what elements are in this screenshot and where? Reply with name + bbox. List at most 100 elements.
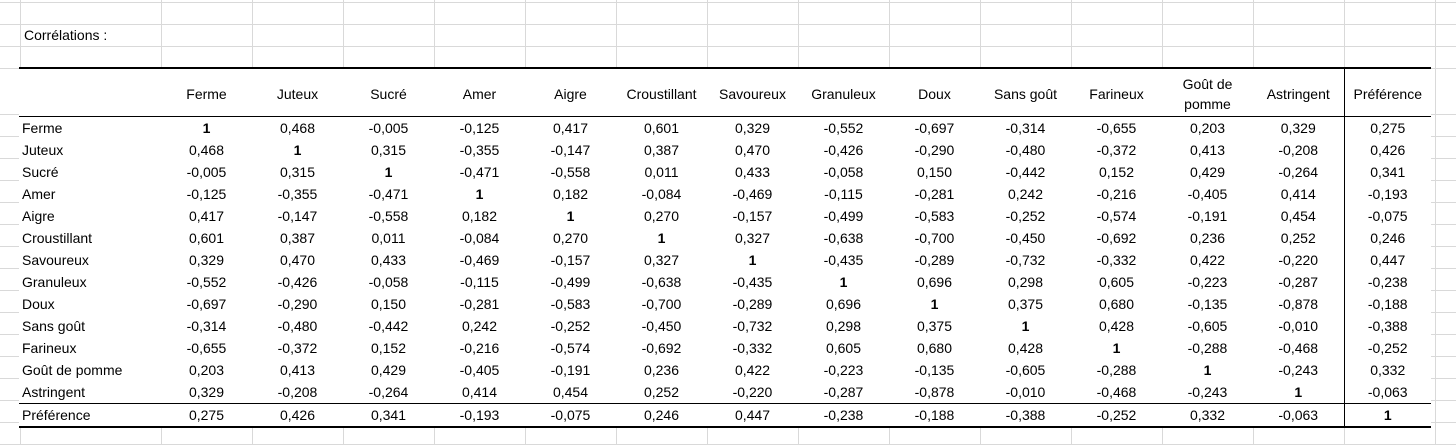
correlation-cell[interactable]: -0,450 <box>641 318 682 334</box>
correlation-cell[interactable]: 0,426 <box>279 407 316 423</box>
correlation-cell[interactable]: 0,150 <box>916 164 953 180</box>
diagonal-cell[interactable]: 1 <box>1343 403 1431 427</box>
correlation-cell[interactable]: 0,246 <box>1343 227 1431 249</box>
correlation-cell[interactable]: 0,203 <box>1189 120 1226 136</box>
correlation-cell[interactable]: -0,552 <box>823 120 864 136</box>
correlation-cell[interactable]: -0,115 <box>824 186 863 202</box>
correlation-cell[interactable]: 0,447 <box>734 407 771 423</box>
correlation-cell[interactable]: 0,414 <box>1280 186 1316 202</box>
correlation-cell[interactable]: -0,191 <box>550 362 591 378</box>
correlation-cell[interactable]: -0,005 <box>368 120 409 136</box>
correlation-cell[interactable]: 0,329 <box>1280 120 1316 136</box>
diagonal-cell[interactable]: 1 <box>748 252 757 268</box>
correlation-cell[interactable]: 0,329 <box>734 120 771 136</box>
correlation-cell[interactable]: 0,236 <box>643 362 680 378</box>
correlation-cell[interactable]: 0,422 <box>734 362 771 378</box>
correlation-cell[interactable]: 0,011 <box>371 230 406 246</box>
correlation-cell[interactable]: -0,332 <box>732 340 773 356</box>
column-header[interactable]: Amer <box>462 85 497 102</box>
correlation-cell[interactable]: -0,388 <box>1343 315 1431 337</box>
diagonal-cell[interactable]: 1 <box>930 296 939 312</box>
correlation-cell[interactable]: 0,152 <box>370 340 407 356</box>
correlation-cell[interactable]: -0,878 <box>1278 296 1319 312</box>
column-header[interactable]: Goût de pomme <box>1182 75 1233 112</box>
correlation-cell[interactable]: 0,327 <box>643 252 680 268</box>
correlation-cell[interactable]: -0,552 <box>186 274 227 290</box>
row-label[interactable]: Aigre <box>22 208 55 224</box>
correlation-cell[interactable]: 0,341 <box>370 407 407 423</box>
correlation-cell[interactable]: -0,005 <box>186 164 227 180</box>
column-header[interactable]: Préférence <box>1343 68 1431 117</box>
correlation-cell[interactable]: 0,315 <box>370 142 407 158</box>
correlation-cell[interactable]: -0,700 <box>641 296 682 312</box>
sheet-title[interactable]: Corrélations : <box>24 27 108 43</box>
correlation-cell[interactable]: -0,063 <box>1343 381 1431 404</box>
correlation-cell[interactable]: -0,220 <box>732 384 773 400</box>
row-label[interactable]: Juteux <box>22 142 64 158</box>
correlation-cell[interactable]: 0,182 <box>461 208 498 224</box>
correlation-cell[interactable]: 0,468 <box>279 120 316 136</box>
correlation-cell[interactable]: -0,264 <box>1278 164 1319 180</box>
diagonal-cell[interactable]: 1 <box>1294 384 1303 400</box>
correlation-cell[interactable]: 0,680 <box>1098 296 1135 312</box>
correlation-cell[interactable]: -0,287 <box>823 384 864 400</box>
correlation-cell[interactable]: -0,058 <box>823 164 864 180</box>
column-header[interactable]: Astringent <box>1266 85 1330 102</box>
correlation-cell[interactable]: 0,468 <box>188 142 225 158</box>
correlation-cell[interactable]: -0,583 <box>914 208 955 224</box>
correlation-cell[interactable]: -0,223 <box>823 362 864 378</box>
correlation-cell[interactable]: -0,692 <box>1096 230 1137 246</box>
correlation-cell[interactable]: -0,655 <box>1096 120 1137 136</box>
correlation-cell[interactable]: 0,332 <box>1343 359 1431 381</box>
correlation-cell[interactable]: 0,203 <box>188 362 225 378</box>
correlation-cell[interactable]: 0,252 <box>643 384 680 400</box>
correlation-cell[interactable]: 0,454 <box>552 384 589 400</box>
correlation-cell[interactable]: -0,405 <box>459 362 500 378</box>
correlation-cell[interactable]: -0,638 <box>641 274 682 290</box>
correlation-cell[interactable]: 0,428 <box>1098 318 1135 334</box>
correlation-cell[interactable]: 0,433 <box>734 164 771 180</box>
correlation-cell[interactable]: -0,289 <box>732 296 773 312</box>
correlation-cell[interactable]: -0,188 <box>914 407 955 423</box>
correlation-cell[interactable]: 0,270 <box>643 208 680 224</box>
correlation-cell[interactable]: -0,480 <box>277 318 318 334</box>
correlation-cell[interactable]: -0,193 <box>459 407 500 423</box>
correlation-cell[interactable]: -0,878 <box>914 384 955 400</box>
correlation-cell[interactable]: -0,442 <box>368 318 409 334</box>
correlation-cell[interactable]: -0,216 <box>1096 186 1137 202</box>
row-label[interactable]: Goût de pomme <box>22 362 123 378</box>
correlation-cell[interactable]: 0,270 <box>552 230 589 246</box>
column-header[interactable]: Sans goût <box>993 85 1058 102</box>
correlation-cell[interactable]: -0,469 <box>732 186 773 202</box>
correlation-cell[interactable]: 0,429 <box>370 362 407 378</box>
correlation-cell[interactable]: -0,135 <box>914 362 955 378</box>
correlation-cell[interactable]: -0,499 <box>823 208 864 224</box>
correlation-cell[interactable]: -0,372 <box>1096 142 1137 158</box>
row-label[interactable]: Sans goût <box>22 318 86 334</box>
diagonal-cell[interactable]: 1 <box>566 208 575 224</box>
correlation-cell[interactable]: 0,422 <box>1189 252 1226 268</box>
correlation-cell[interactable]: -0,471 <box>459 164 500 180</box>
correlation-cell[interactable]: 0,696 <box>825 296 862 312</box>
correlation-cell[interactable]: -0,574 <box>1096 208 1137 224</box>
correlation-cell[interactable]: 0,152 <box>1098 164 1135 180</box>
correlation-cell[interactable]: 0,387 <box>643 142 680 158</box>
diagonal-cell[interactable]: 1 <box>202 120 211 136</box>
correlation-cell[interactable]: -0,435 <box>732 274 773 290</box>
correlation-cell[interactable]: -0,355 <box>277 186 318 202</box>
correlation-cell[interactable]: 0,454 <box>1280 208 1316 224</box>
correlation-cell[interactable]: -0,314 <box>1005 120 1046 136</box>
correlation-cell[interactable]: 0,246 <box>643 407 680 423</box>
correlation-cell[interactable]: -0,426 <box>277 274 318 290</box>
correlation-cell[interactable]: 0,601 <box>643 120 680 136</box>
row-label[interactable]: Préférence <box>22 407 91 423</box>
correlation-cell[interactable]: -0,288 <box>1096 362 1137 378</box>
correlation-cell[interactable]: 0,605 <box>825 340 862 356</box>
correlation-cell[interactable]: -0,115 <box>460 274 499 290</box>
correlation-cell[interactable]: 0,242 <box>1007 186 1044 202</box>
correlation-cell[interactable]: -0,135 <box>1187 296 1228 312</box>
correlation-cell[interactable]: -0,216 <box>459 340 500 356</box>
correlation-cell[interactable]: -0,697 <box>186 296 227 312</box>
correlation-cell[interactable]: -0,243 <box>1278 362 1319 378</box>
correlation-cell[interactable]: -0,264 <box>368 384 409 400</box>
